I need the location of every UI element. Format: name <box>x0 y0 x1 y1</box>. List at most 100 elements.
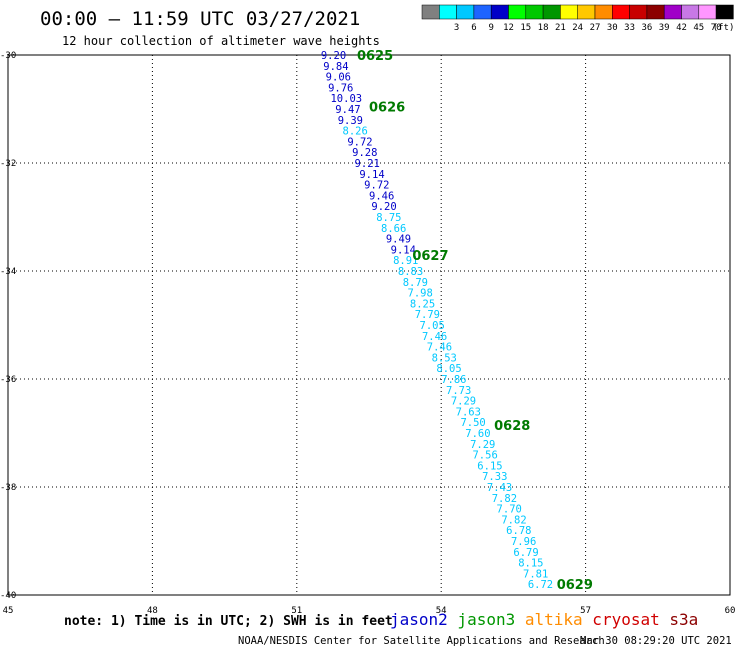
x-tick-label: 48 <box>147 606 158 616</box>
legend-swatch <box>577 4 596 20</box>
wave-value-jason2: 9.28 <box>352 147 377 159</box>
wave-value-jason3: 7.46 <box>427 342 452 354</box>
legend-swatch <box>663 4 682 20</box>
wave-value-jason2: 9.20 <box>321 50 346 62</box>
wave-value-jason3: 7.29 <box>470 439 495 451</box>
chart-subtitle: 12 hour collection of altimeter wave hei… <box>62 34 380 48</box>
x-tick-label: 45 <box>3 606 14 616</box>
wave-value-jason3: 8.75 <box>376 212 401 224</box>
wave-value-jason3: 8.25 <box>410 298 435 310</box>
legend-swatch <box>490 4 509 20</box>
legend-swatch <box>508 4 527 20</box>
legend-swatch <box>681 4 700 20</box>
wave-value-jason3: 7.96 <box>511 536 536 548</box>
legend-label: 9 <box>488 23 493 33</box>
wave-value-jason3: 7.05 <box>420 320 445 332</box>
legend-swatch <box>594 4 613 20</box>
legend-swatch <box>715 4 734 20</box>
legend-swatch <box>560 4 578 20</box>
wave-value-jason2: 9.47 <box>335 104 360 116</box>
wave-value-jason3: 7.63 <box>456 406 481 418</box>
wave-value-jason3: 7.79 <box>415 309 440 321</box>
color-legend: 3 6 9 12 15 18 21 24 27 30 33 36 39 42 45 70(ft) <box>421 4 735 33</box>
x-tick-labels: 45 48 51 54 57 60 <box>3 606 736 616</box>
legend-swatch <box>612 4 630 20</box>
legend-label: 30 <box>607 23 618 33</box>
legend-swatch <box>698 4 717 20</box>
wave-height-points: 9.209.849.069.7610.039.479.399.729.289.2… <box>321 50 553 591</box>
wave-value-jason3: 7.73 <box>446 385 471 397</box>
plot-frame <box>7 54 731 596</box>
wave-value-jason3: 8.53 <box>432 352 457 364</box>
legend-label: 70 <box>711 23 722 33</box>
wave-value-jason2: 10.03 <box>330 93 362 105</box>
legend-label: 36 <box>641 23 652 33</box>
legend-label: 24 <box>572 23 583 33</box>
legend-label: 15 <box>520 23 531 33</box>
y-tick-label: -34 <box>0 267 16 277</box>
wave-value-jason2: 9.06 <box>326 72 351 84</box>
wave-value-jason3: 7.43 <box>487 482 512 494</box>
wave-value-jason3: 7.70 <box>497 504 522 516</box>
wave-value-jason2: 9.76 <box>328 82 353 94</box>
wave-value-jason3: 7.86 <box>441 374 466 386</box>
x-tick-label: 51 <box>291 606 302 616</box>
x-tick-label: 54 <box>436 606 447 616</box>
legend-swatch <box>456 4 475 20</box>
wave-value-jason2: 9.84 <box>323 61 348 73</box>
satellite-cryosat: cryosat <box>583 610 660 629</box>
y-tick-label: -36 <box>0 375 16 385</box>
wave-value-jason3: 8.83 <box>398 266 423 278</box>
satellite-jason2: jason2 <box>390 610 448 629</box>
wave-value-jason3: 7.60 <box>465 428 490 440</box>
wave-value-jason3: 7.46 <box>422 331 447 343</box>
legend-swatch <box>629 4 648 20</box>
wave-value-jason3: 8.79 <box>403 277 428 289</box>
wave-value-jason3: 8.15 <box>518 558 543 570</box>
wave-value-jason3: 7.98 <box>408 288 433 300</box>
time-label: 0629 <box>557 578 593 593</box>
legend-label: 18 <box>538 23 549 33</box>
wave-value-jason3: 7.82 <box>501 514 526 526</box>
wave-value-jason3: 7.56 <box>472 450 497 462</box>
wave-value-jason3: 7.33 <box>482 471 507 483</box>
wave-value-jason3: 6.78 <box>506 525 531 537</box>
wave-value-jason3: 7.50 <box>460 417 485 429</box>
chart-title: 00:00 – 11:59 UTC 03/27/2021 <box>40 8 360 30</box>
wave-value-jason3: 7.29 <box>451 396 476 408</box>
y-tick-label: -32 <box>0 159 16 169</box>
legend-label: 21 <box>555 23 566 33</box>
time-labels: 0625 0626 0627 0628 0629 <box>357 49 593 593</box>
y-tick-label: -38 <box>0 483 16 493</box>
legend-label: 6 <box>471 23 476 33</box>
grid-lines <box>8 55 730 595</box>
satellite-jason3: jason3 <box>448 610 515 629</box>
wave-value-jason2: 9.14 <box>359 169 384 181</box>
satellite-s3a: s3a <box>660 610 699 629</box>
legend-label: 39 <box>659 23 670 33</box>
wave-value-jason3: 8.05 <box>436 363 461 375</box>
time-label: 0628 <box>494 419 530 434</box>
legend-swatch <box>646 4 665 20</box>
legend-label: 33 <box>624 23 635 33</box>
legend-label: 3 <box>454 23 459 33</box>
wave-value-jason2: 9.72 <box>347 136 372 148</box>
wave-value-jason2: 9.72 <box>364 180 389 192</box>
legend-swatch <box>473 4 492 20</box>
wave-value-jason3: 7.82 <box>492 493 517 505</box>
y-tick-label: -30 <box>0 51 16 61</box>
legend-swatch <box>542 4 561 20</box>
wave-value-jason3: 6.72 <box>528 579 553 591</box>
time-label: 0625 <box>357 49 393 64</box>
wave-value-jason3: 8.26 <box>343 126 368 138</box>
footer-credit: NOAA/NESDIS Center for Satellite Applica… <box>238 635 605 647</box>
legend-label: 12 <box>503 23 514 33</box>
wave-value-jason3: 6.79 <box>513 547 538 559</box>
legend-unit: (ft) <box>713 23 735 33</box>
wave-value-jason3: 8.91 <box>393 255 418 267</box>
wave-value-jason2: 9.46 <box>369 190 394 202</box>
time-label: 0626 <box>369 100 405 115</box>
wave-value-jason2: 9.49 <box>386 234 411 246</box>
wave-value-jason2: 9.39 <box>338 115 363 127</box>
